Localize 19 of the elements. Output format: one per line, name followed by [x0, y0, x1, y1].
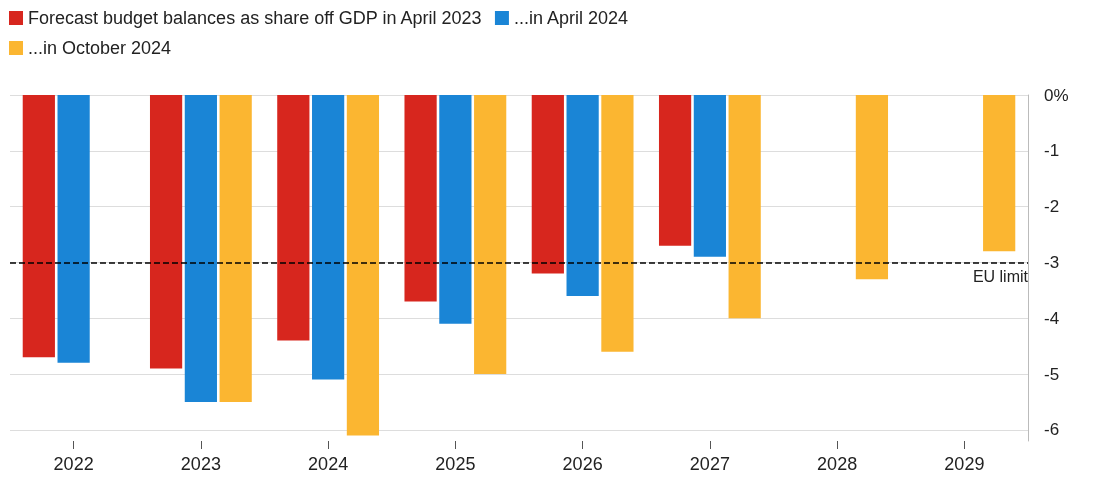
legend-label: ...in October 2024: [28, 38, 172, 58]
x-tick-label: 2026: [562, 454, 603, 474]
y-tick-label: -1: [1044, 141, 1060, 161]
x-tick-label: 2029: [944, 454, 985, 474]
y-tick-label: -6: [1044, 420, 1060, 440]
y-tick-label: -4: [1044, 308, 1060, 328]
x-tick-label: 2027: [689, 454, 730, 474]
legend-label: Forecast budget balances as share off GDP in April 2023: [28, 8, 482, 28]
x-tick-label: 2024: [308, 454, 349, 474]
x-tick-label: 2025: [435, 454, 476, 474]
x-tick-label: 2028: [817, 454, 858, 474]
y-tick-label: -3: [1044, 252, 1060, 272]
y-tick-label: 0%: [1044, 85, 1069, 105]
x-tick-label: 2022: [53, 454, 94, 474]
x-tick-label: 2023: [180, 454, 221, 474]
y-tick-label: -5: [1044, 364, 1060, 384]
ref-line-label: EU limit: [972, 267, 1029, 285]
y-tick-label: -2: [1044, 197, 1060, 217]
legend-label: ...in April 2024: [513, 8, 629, 28]
